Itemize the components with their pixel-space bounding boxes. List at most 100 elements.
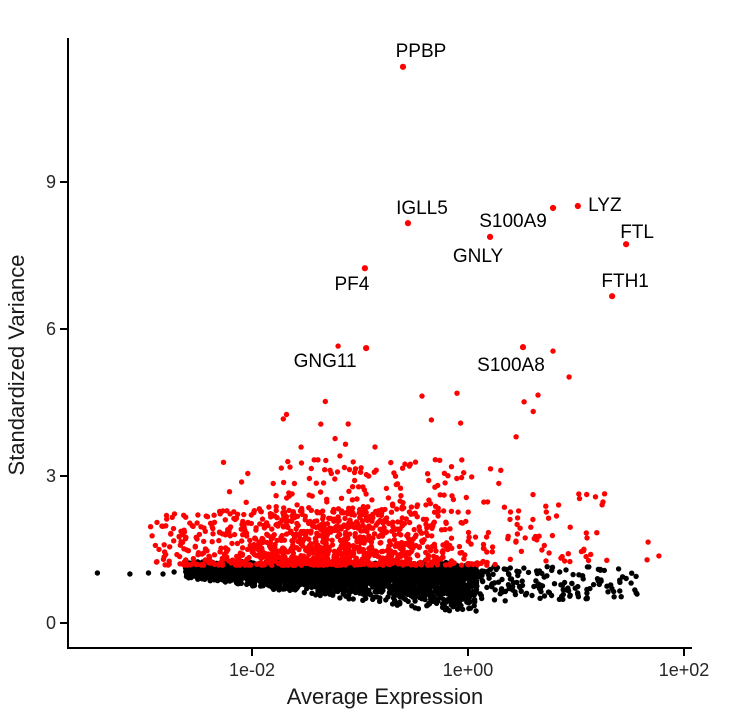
gene-label-lyz: LYZ bbox=[588, 195, 622, 216]
scatter-point bbox=[296, 568, 302, 574]
scatter-point bbox=[561, 558, 568, 564]
gene-point-lyz bbox=[574, 202, 581, 210]
scatter-point bbox=[342, 441, 349, 447]
scatter-point bbox=[211, 512, 217, 518]
scatter-point bbox=[605, 589, 611, 595]
outlier-point bbox=[454, 390, 460, 396]
scatter-point bbox=[458, 562, 465, 568]
scatter-point bbox=[207, 575, 213, 581]
scatter-point bbox=[341, 536, 348, 542]
scatter-point bbox=[353, 519, 360, 525]
scatter-point bbox=[321, 552, 327, 558]
x-tick-label: 1e+02 bbox=[659, 660, 710, 680]
isolated-point bbox=[171, 569, 177, 575]
scatter-point bbox=[266, 504, 272, 510]
scatter-point bbox=[378, 589, 384, 595]
scatter-point bbox=[274, 537, 280, 544]
scatter-point bbox=[281, 523, 288, 529]
scatter-point bbox=[531, 583, 537, 590]
scatter-point bbox=[413, 542, 419, 549]
scatter-point bbox=[191, 559, 197, 565]
scatter-point bbox=[216, 508, 223, 515]
scatter-point bbox=[346, 466, 353, 473]
scatter-point bbox=[598, 578, 604, 584]
scatter-point bbox=[517, 525, 523, 531]
scatter-point bbox=[373, 571, 379, 578]
scatter-point bbox=[308, 465, 314, 472]
scatter-point bbox=[363, 471, 370, 478]
gene-label-gnly: GNLY bbox=[453, 246, 504, 267]
scatter-point bbox=[557, 569, 563, 575]
scatter-point bbox=[463, 494, 469, 501]
scatter-point bbox=[213, 573, 219, 579]
scatter-point bbox=[539, 547, 545, 553]
scatter-point bbox=[324, 499, 330, 505]
scatter-point bbox=[498, 467, 504, 473]
scatter-point bbox=[412, 510, 418, 516]
gene-label-ppbp: PPBP bbox=[396, 41, 447, 62]
scatter-point bbox=[479, 595, 485, 602]
scatter-point bbox=[342, 515, 348, 522]
scatter-point bbox=[393, 559, 399, 565]
scatter-point bbox=[338, 557, 344, 563]
outlier-point bbox=[419, 393, 425, 399]
scatter-point bbox=[487, 566, 494, 573]
scatter-point bbox=[317, 592, 323, 599]
scatter-point bbox=[343, 561, 349, 567]
scatter-point bbox=[280, 571, 287, 577]
scatter-point bbox=[419, 561, 425, 567]
scatter-point bbox=[462, 576, 469, 582]
scatter-point bbox=[341, 576, 347, 582]
scatter-point bbox=[309, 545, 316, 551]
scatter-point bbox=[483, 534, 490, 540]
scatter-point bbox=[408, 504, 415, 510]
scatter-point bbox=[388, 509, 395, 515]
scatter-point bbox=[240, 575, 246, 581]
gene-point-gnly bbox=[486, 233, 494, 240]
scatter-point bbox=[268, 557, 275, 563]
gene-point-s100a8 bbox=[519, 344, 527, 351]
scatter-point bbox=[240, 518, 246, 525]
scatter-point bbox=[338, 495, 345, 501]
scatter-point bbox=[280, 416, 286, 422]
scatter-point bbox=[350, 509, 356, 516]
scatter-point bbox=[583, 530, 589, 536]
scatter-point bbox=[423, 557, 429, 563]
scatter-point bbox=[466, 534, 472, 540]
scatter-point bbox=[629, 570, 635, 576]
scatter-point bbox=[340, 591, 346, 597]
scatter-point bbox=[194, 520, 200, 526]
scatter-point bbox=[536, 568, 543, 574]
scatter-point bbox=[354, 538, 360, 544]
scatter-point bbox=[595, 566, 602, 572]
scatter-point bbox=[567, 592, 573, 598]
scatter-point bbox=[147, 524, 154, 530]
scatter-point bbox=[290, 542, 296, 548]
scatter-point bbox=[320, 516, 326, 522]
scatter-point bbox=[365, 590, 371, 596]
scatter-point bbox=[248, 512, 254, 518]
scatter-point bbox=[320, 588, 326, 594]
scatter-point bbox=[402, 596, 409, 603]
scatter-point bbox=[432, 457, 438, 463]
scatter-point bbox=[247, 537, 253, 544]
scatter-point bbox=[543, 558, 549, 564]
scatter-point bbox=[444, 587, 450, 593]
scatter-point bbox=[489, 544, 496, 550]
scatter-point bbox=[403, 553, 409, 560]
scatter-point bbox=[391, 537, 398, 543]
scatter-point bbox=[228, 574, 234, 580]
scatter-point bbox=[380, 520, 386, 526]
scatter-point bbox=[514, 531, 521, 537]
scatter-point bbox=[353, 555, 359, 561]
scatter-point bbox=[451, 594, 458, 600]
scatter-point bbox=[402, 559, 408, 565]
scatter-point bbox=[414, 552, 420, 558]
scatter-point bbox=[289, 491, 295, 497]
scatter-point bbox=[440, 548, 446, 554]
scatter-point bbox=[231, 531, 238, 538]
scatter-point bbox=[377, 526, 384, 533]
scatter-point bbox=[239, 538, 245, 544]
scatter-point bbox=[427, 500, 434, 507]
scatter-point bbox=[413, 567, 419, 574]
